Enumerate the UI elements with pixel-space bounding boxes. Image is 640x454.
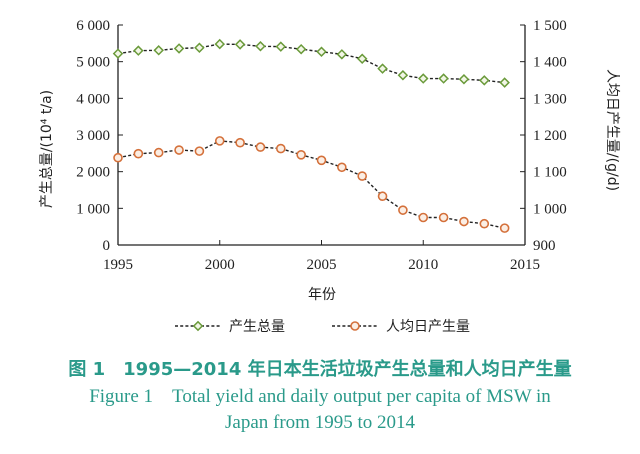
series-2-point [316,155,327,166]
left-tick-label: 0 [103,238,111,254]
legend: 产生总量 人均日产生量 [175,319,470,335]
right-tick-label: 1 000 [533,201,567,217]
legend-label-1: 产生总量 [229,319,285,335]
series-2-point [337,162,347,173]
series-1-point [153,45,164,56]
left-axis-title: 产生总量/(10⁴ t/a) [39,90,55,208]
left-tick-label: 2 000 [76,165,110,181]
x-tick-label: 2005 [307,257,337,273]
right-tick-label: 900 [533,238,556,254]
series-1-point [234,39,246,50]
series-2-point [133,148,144,159]
x-tick-label: 1995 [103,257,133,273]
right-axis-title: 人均日产生量/(g/d) [604,69,620,191]
series-1-point [316,46,327,58]
series-2-point [153,147,164,158]
series-1-point [173,43,185,54]
x-axis-title: 年份 [308,287,336,303]
series-1-point [499,77,510,88]
right-tick-label: 1 200 [533,128,567,144]
series-1-point [438,73,449,84]
series-2-point [255,142,266,152]
dual-axis-line-chart: 0 1 000 2 000 3 000 4 000 5 000 6 000 900 1 000 1… [39,18,620,335]
figure-caption-english-line-2: Japan from 1995 to 2014 [225,412,415,433]
legend-marker-2 [350,321,360,331]
series-1-point [214,38,226,50]
series-2-point [235,137,245,148]
right-tick-label: 1 100 [533,165,567,181]
series-2-point [479,218,490,229]
x-tick-label: 2000 [205,257,235,273]
legend-entry-2: 人均日产生量 [332,319,470,335]
series-2-point [377,191,388,202]
figure-caption-english-line-1: Figure 1 Total yield and daily output pe… [89,386,551,407]
series-2-point [418,212,429,223]
series-1-point [336,49,348,60]
legend-marker-1 [192,320,204,332]
x-tick-label: 2015 [510,257,540,273]
series-1-point [356,53,368,64]
right-tick-label: 1 500 [533,18,567,34]
series-1-point [295,43,307,55]
series-1 [112,38,510,88]
series-1-point [397,69,409,81]
series-2-point [438,212,449,223]
series-2-point [357,171,368,181]
left-tick-label: 6 000 [76,18,110,34]
axes: 0 1 000 2 000 3 000 4 000 5 000 6 000 900 1 000 1… [76,18,567,273]
left-tick-label: 5 000 [76,55,110,71]
series-2-point [113,152,123,163]
series-2-point [398,205,408,215]
series-2-point [214,136,225,146]
left-tick-label: 3 000 [76,128,110,144]
series-2-point [296,150,306,160]
series-1-point [417,73,429,84]
series-2-point [174,145,184,155]
x-tick-label: 2010 [408,257,438,273]
right-tick-label: 1 300 [533,91,567,107]
series-2-point [459,216,469,227]
series-2 [113,136,510,233]
series-1-point [275,41,287,52]
legend-entry-1: 产生总量 [175,319,285,335]
series-1-point [194,42,205,53]
left-tick-label: 4 000 [76,91,110,107]
series-layer [112,38,510,233]
series-1-point [479,75,490,86]
figure-caption-english: Figure 1 Total yield and daily output pe… [0,384,640,436]
series-1-point [112,48,124,59]
series-1-point [377,63,388,74]
series-2-point [275,143,286,154]
left-tick-label: 1 000 [76,201,110,217]
series-2-point [194,146,205,156]
right-tick-label: 1 400 [533,55,567,71]
series-2-point [499,223,510,233]
series-1-point [458,74,470,85]
legend-label-2: 人均日产生量 [386,319,470,335]
series-1-point [133,45,144,56]
series-1-point [255,41,266,52]
figure-caption-chinese: 图 1 1995—2014 年日本生活垃圾产生总量和人均日产生量 [68,359,572,380]
